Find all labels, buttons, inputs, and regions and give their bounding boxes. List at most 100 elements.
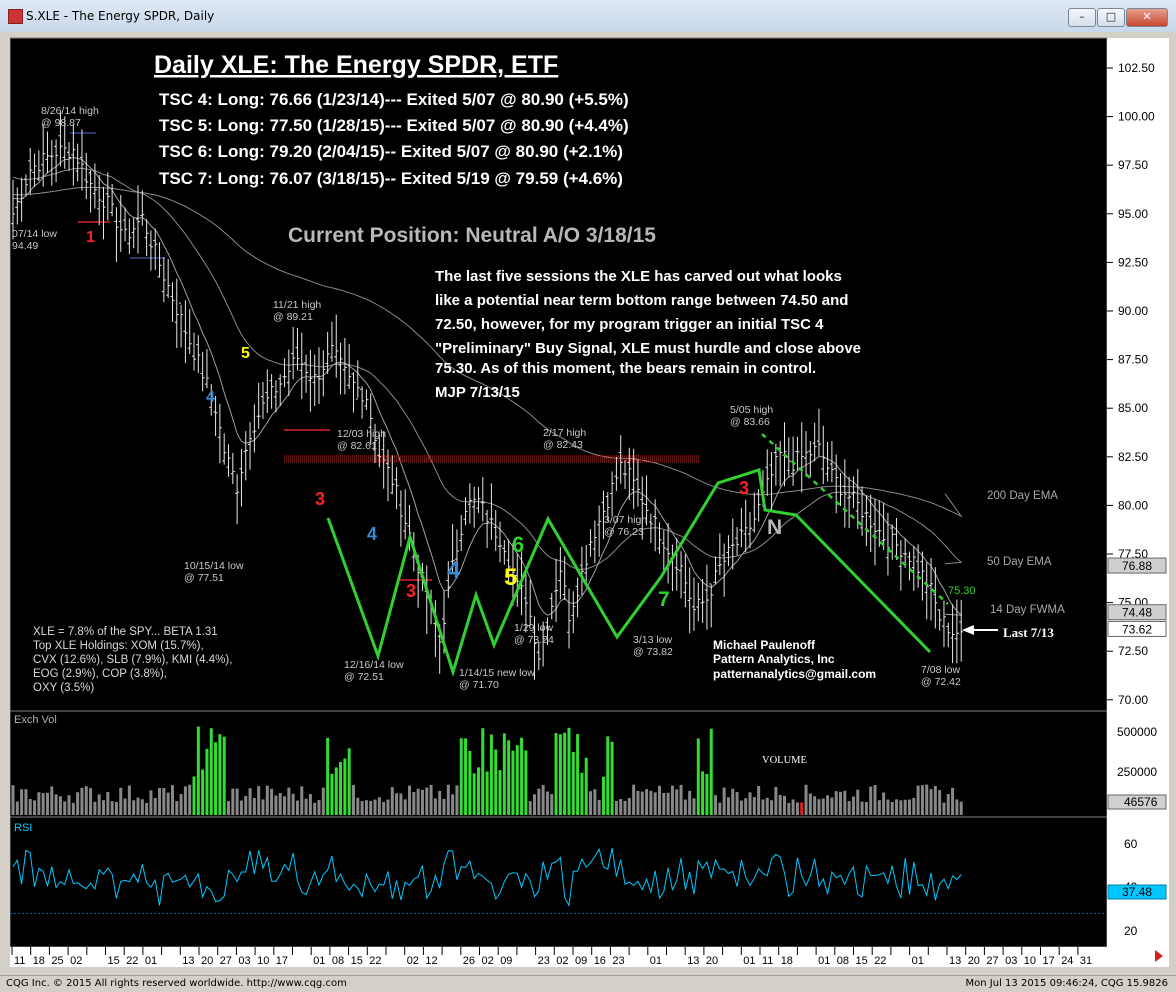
date-tick: 10	[257, 955, 269, 967]
rsi-tick: 60	[1124, 837, 1138, 851]
ohlc-bar	[618, 435, 623, 484]
volume-bar	[347, 748, 351, 815]
volume-bar	[140, 799, 144, 815]
ohlc-bar	[161, 257, 166, 303]
ohlc-bar	[829, 441, 834, 483]
ohlc-bar	[97, 175, 102, 226]
close-button[interactable]: ✕	[1126, 8, 1168, 27]
holdings-line: CVX (12.6%), SLB (7.9%), KMI (4.4%),	[33, 654, 232, 666]
ohlc-bar	[946, 622, 951, 648]
ohlc-bar	[825, 441, 830, 482]
ohlc-bar	[75, 143, 80, 182]
date-tick: 20	[968, 955, 980, 967]
window-title: S.XLE - The Energy SPDR, Daily	[26, 9, 215, 23]
ohlc-bar	[752, 492, 757, 533]
date-tick: 15	[856, 955, 868, 967]
volume-bar	[33, 800, 37, 815]
volume-bar	[231, 788, 235, 815]
date-tick: 15	[108, 955, 120, 967]
volume-bar	[317, 799, 321, 815]
price-box-value: 73.62	[1122, 622, 1152, 636]
ohlc-bar	[941, 600, 946, 648]
volume-bar	[97, 794, 101, 815]
volume-bar	[11, 785, 15, 815]
volume-bar	[580, 772, 584, 815]
ohlc-bar	[312, 354, 317, 407]
ohlc-bar	[528, 579, 533, 627]
ohlc-bar	[321, 350, 326, 397]
status-bar: CQG Inc. © 2015 All rights reserved worl…	[0, 975, 1176, 992]
ohlc-bar	[338, 342, 343, 395]
volume-bar	[601, 776, 605, 815]
fwma-label: 14 Day FWMA	[990, 604, 1065, 616]
tsc-line: TSC 5: Long: 77.50 (1/28/15)--- Exited 5…	[159, 116, 629, 135]
ohlc-bar	[739, 507, 744, 548]
volume-bar	[127, 785, 131, 815]
ohlc-bar	[536, 642, 541, 671]
volume-bar	[252, 798, 256, 815]
volume-bar	[429, 784, 433, 815]
volume-bar	[239, 800, 243, 815]
price-chart-svg[interactable]: Daily XLE: The Energy SPDR, ETF TSC 4: L…	[0, 32, 1176, 975]
date-tick: 09	[575, 955, 587, 967]
volume-bar	[692, 798, 696, 815]
volume-bar	[834, 791, 838, 815]
ohlc-bar	[467, 483, 472, 524]
signal-mark: 4	[447, 557, 461, 584]
scroll-right-icon[interactable]	[1151, 948, 1165, 964]
volume-bar	[856, 789, 860, 815]
ohlc-bar	[726, 535, 731, 566]
ohlc-bar	[394, 467, 399, 510]
ohlc-bar	[489, 483, 494, 540]
volume-bar	[649, 790, 653, 815]
chart-area[interactable]: Daily XLE: The Energy SPDR, ETF TSC 4: L…	[0, 32, 1176, 975]
low-label: @ 72.51	[344, 671, 384, 683]
ohlc-bar	[329, 321, 334, 362]
volume-bar	[37, 792, 41, 815]
price-tick: 77.50	[1118, 547, 1148, 561]
ohlc-bar	[88, 170, 93, 213]
volume-bar	[951, 787, 955, 815]
volume-bar	[558, 734, 562, 815]
ohlc-bar	[222, 433, 227, 465]
ohlc-bar	[773, 443, 778, 486]
ohlc-bar	[235, 474, 240, 525]
volume-bar	[795, 802, 799, 815]
ohlc-bar	[657, 522, 662, 554]
date-tick: 03	[238, 955, 250, 967]
volume-bar	[179, 794, 183, 815]
volume-bar	[261, 799, 265, 815]
ohlc-bar	[459, 514, 464, 551]
volume-bar	[584, 757, 588, 815]
ohlc-bar	[510, 543, 515, 606]
ohlc-bar	[648, 513, 653, 543]
volume-bar	[877, 800, 881, 815]
ohlc-bar	[571, 591, 576, 634]
month-label: Jul	[859, 934, 873, 946]
ohlc-bar	[592, 520, 597, 564]
volume-bar	[214, 742, 218, 815]
volume-panel[interactable]	[9, 710, 1108, 818]
ohlc-bar	[545, 617, 550, 646]
low-label: @ 73.82	[633, 646, 673, 658]
ohlc-bar	[683, 554, 688, 608]
volume-bar	[679, 784, 683, 815]
maximize-button[interactable]: □	[1097, 8, 1125, 27]
volume-bar	[472, 773, 476, 815]
price-panel[interactable]	[9, 37, 1108, 712]
volume-bar	[295, 800, 299, 815]
minimize-button[interactable]: –	[1068, 8, 1096, 27]
volume-bar	[58, 796, 62, 815]
volume-bar	[399, 793, 403, 815]
window-titlebar: S.XLE - The Energy SPDR, Daily – □ ✕	[0, 0, 1176, 33]
ohlc-bar	[273, 380, 278, 413]
ohlc-bar	[153, 228, 158, 270]
rsi-box	[1107, 884, 1167, 900]
volume-bar	[455, 785, 459, 815]
signal-mark: 1	[86, 229, 95, 246]
author-line: Michael Paulenoff	[713, 638, 816, 652]
volume-bar	[339, 761, 343, 815]
date-tick: 23	[538, 955, 550, 967]
date-tick: 20	[706, 955, 718, 967]
volume-bar	[403, 799, 407, 815]
